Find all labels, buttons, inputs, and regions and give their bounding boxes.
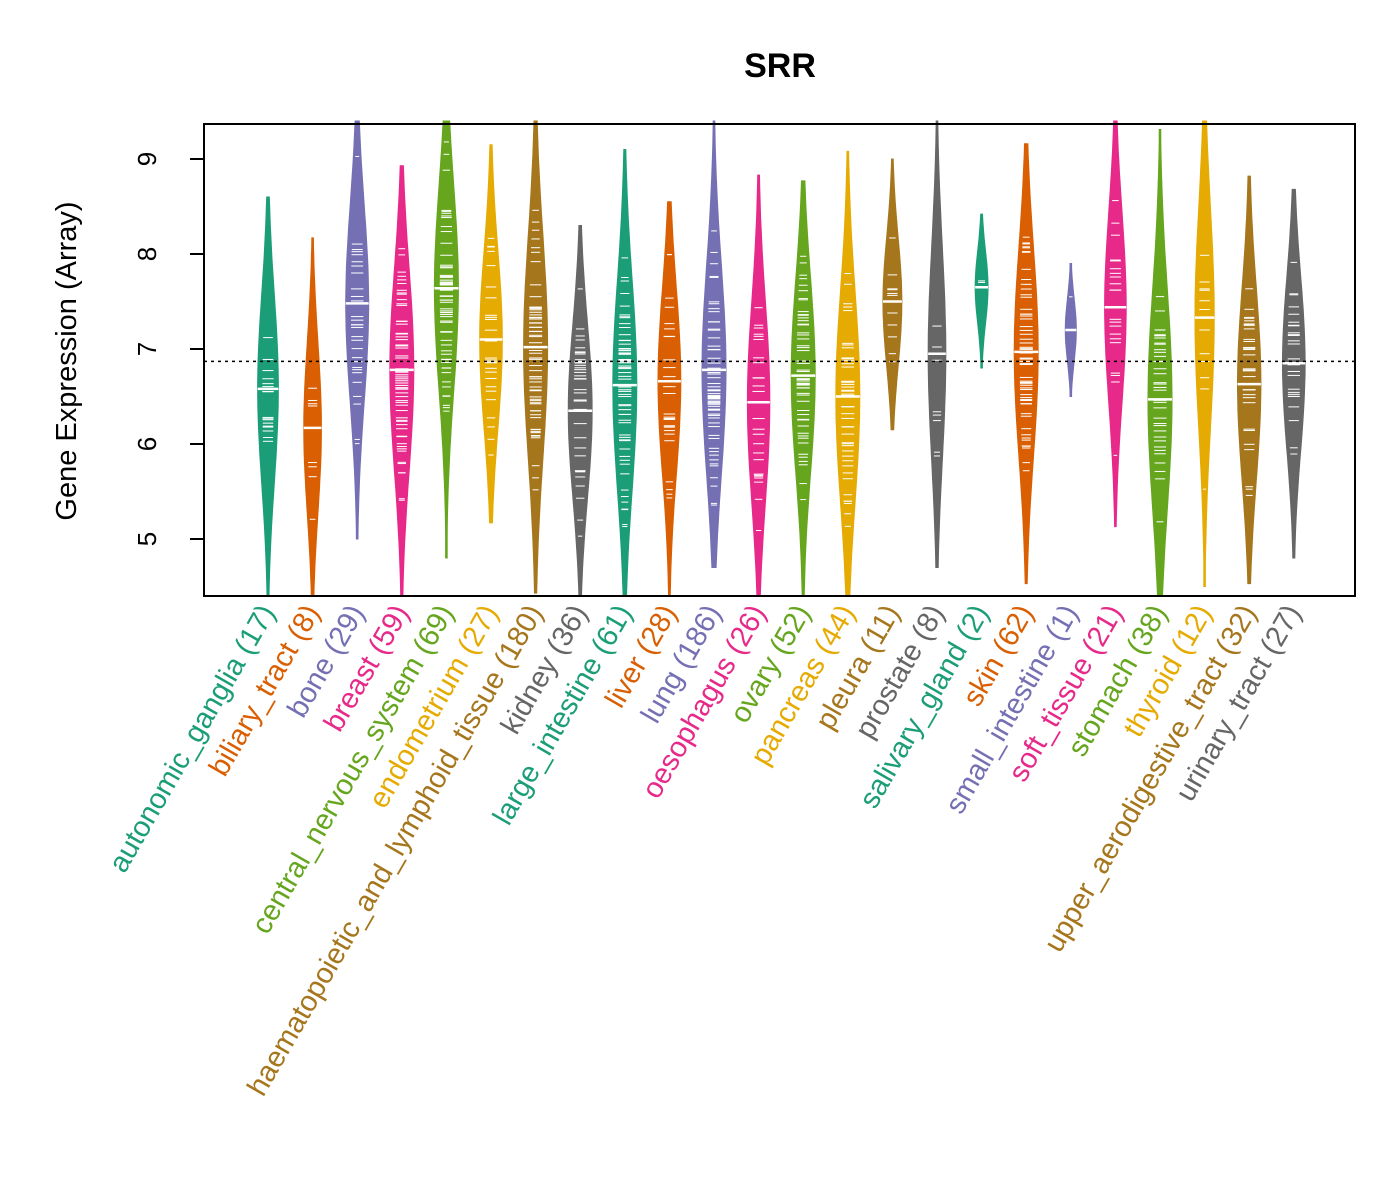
- violin-soft-tissue: [1104, 120, 1127, 528]
- y-tick-label: 7: [132, 342, 162, 356]
- violin-skin: [1013, 143, 1039, 585]
- violin-prostate: [927, 120, 947, 568]
- violin-autonomic-ganglia: [257, 196, 279, 597]
- y-tick-label: 5: [132, 532, 162, 546]
- y-axis-label: Gene Expression (Array): [51, 201, 83, 520]
- violin-stomach: [1147, 129, 1173, 597]
- violin-body: [345, 120, 370, 540]
- violin-upper-aerodigestive-tract: [1237, 175, 1262, 585]
- violin-kidney: [567, 225, 593, 597]
- violin-salivary-gland: [974, 213, 989, 369]
- violin-body: [657, 201, 682, 597]
- violin-body: [257, 196, 279, 597]
- violin-breast: [389, 165, 415, 597]
- violin-pleura: [882, 158, 903, 431]
- violin-body: [433, 120, 459, 559]
- violin-body: [882, 158, 903, 431]
- violin-haematopoietic-and-lymphoid-tissue: [523, 120, 549, 594]
- chart-title: SRR: [744, 47, 816, 85]
- y-tick-label: 6: [132, 437, 162, 451]
- violin-body: [927, 120, 947, 568]
- violin-body: [1282, 188, 1306, 559]
- violin-endometrium: [479, 144, 503, 524]
- y-axis: 5 6 7 8 9: [132, 152, 205, 546]
- violin-large-intestine: [612, 149, 638, 597]
- violin-body: [835, 150, 861, 597]
- violin-thyroid: [1194, 120, 1215, 587]
- violin-body: [523, 120, 549, 594]
- violin-body: [303, 237, 322, 597]
- violins: [257, 120, 1306, 597]
- violin-body: [701, 120, 727, 568]
- violin-central-nervous-system: [433, 120, 459, 559]
- violin-body: [974, 213, 989, 369]
- y-tick-label: 9: [132, 152, 162, 166]
- y-tick-label: 8: [132, 247, 162, 261]
- violin-body: [1104, 120, 1127, 528]
- violin-ovary: [790, 180, 816, 597]
- violin-small-intestine: [1064, 263, 1077, 397]
- x-axis-labels: autonomic_ganglia (17)biliary_tract (8)b…: [103, 600, 1308, 1102]
- violin-liver: [657, 201, 682, 597]
- plot-frame: [203, 123, 1356, 597]
- violin-bone: [345, 120, 370, 540]
- violin-urinary-tract: [1282, 188, 1306, 559]
- violin-biliary-tract: [303, 237, 322, 597]
- violin-body: [1237, 175, 1262, 585]
- violin-body: [479, 144, 503, 524]
- violin-oesophagus: [746, 174, 771, 597]
- violin-body: [1147, 129, 1173, 597]
- violin-lung: [701, 120, 727, 568]
- violin-pancreas: [835, 150, 861, 597]
